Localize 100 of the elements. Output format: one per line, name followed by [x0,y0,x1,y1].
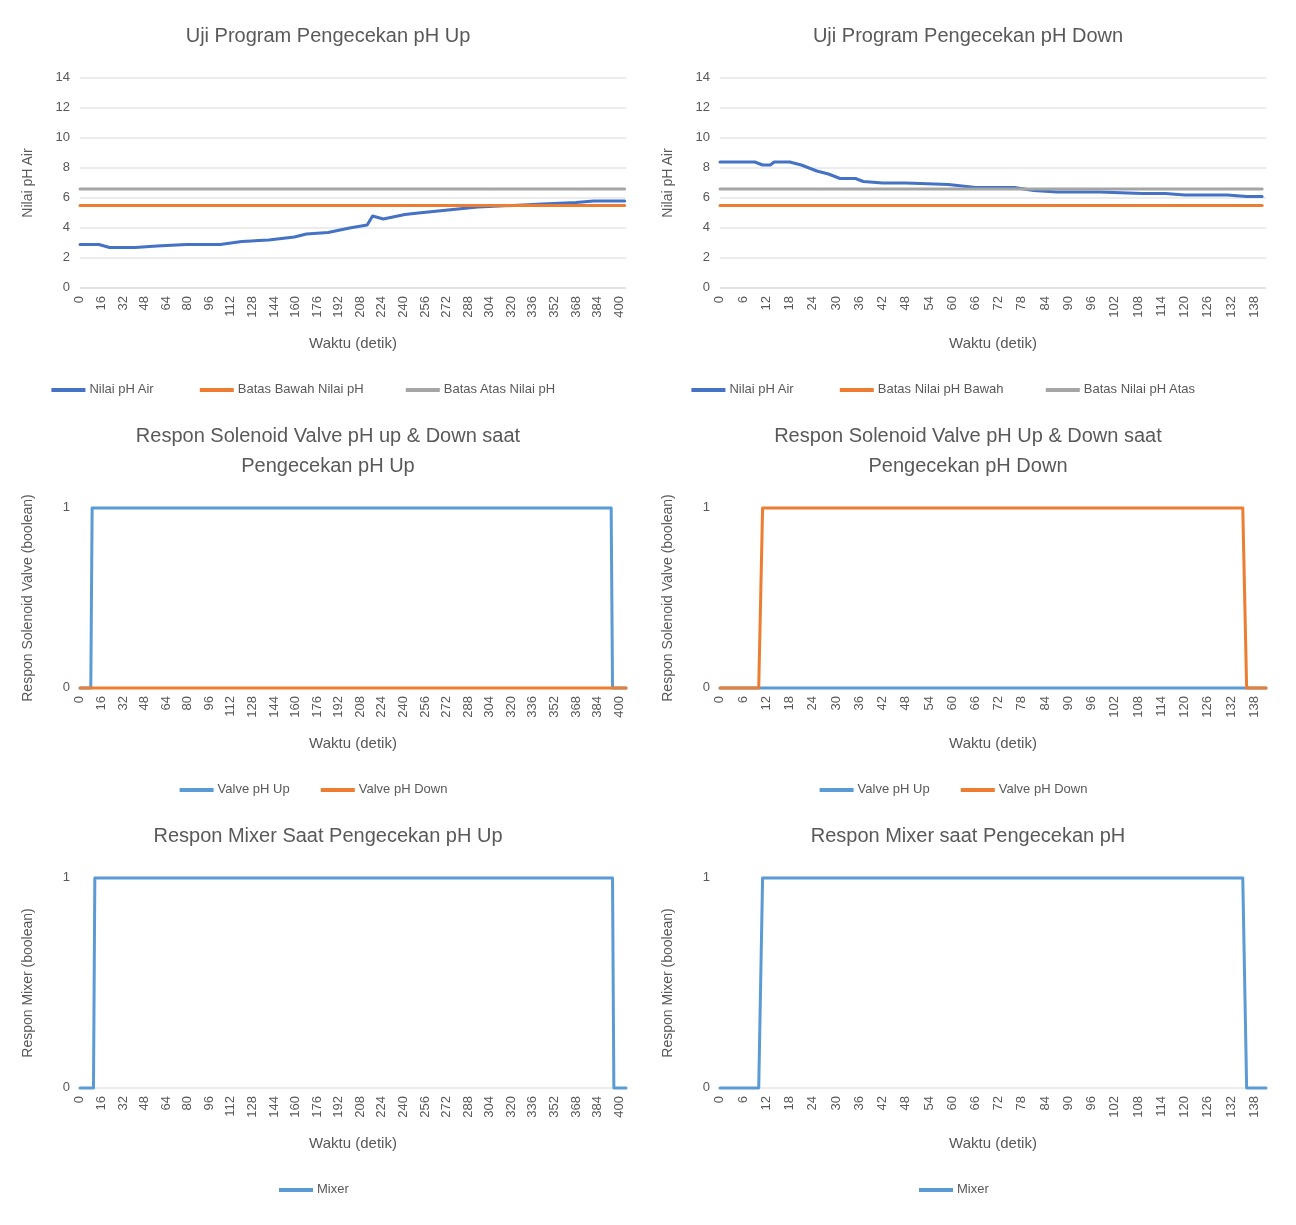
x-tick-label: 368 [567,1096,583,1118]
x-tick-label: 132 [1222,696,1238,718]
x-tick-label: 42 [874,296,890,311]
line-series [718,160,1264,198]
x-tick-label: 400 [610,296,626,318]
x-tick-label: 126 [1199,1096,1215,1118]
x-tick-label: 138 [1245,1096,1261,1118]
x-tick-label: 78 [1013,296,1029,311]
x-tick-label: 84 [1036,1096,1052,1111]
x-tick-label: 368 [567,296,583,318]
x-tick-label: 256 [416,1096,432,1118]
x-tick-label: 108 [1129,296,1145,318]
y-axis-title: Respon Solenoid Valve (boolean) [19,494,35,702]
x-tick-label: 144 [265,296,281,318]
x-tick-label: 102 [1106,1096,1122,1118]
x-tick-label: 208 [351,296,367,318]
x-tick-label: 224 [373,296,389,318]
legend-label: Mixer [957,1181,990,1197]
chart-title: Respon Mixer saat Pengecekan pH [810,824,1126,846]
x-tick-label: 96 [1083,1096,1099,1111]
x-tick-label: 160 [287,296,303,318]
x-tick-label: 16 [93,696,109,711]
x-tick-label: 6 [734,296,750,304]
x-tick-label: 32 [114,296,130,311]
x-tick-label: 0 [711,696,727,704]
x-tick-label: 114 [1152,296,1168,317]
x-tick-label: 132 [1222,296,1238,318]
chart-title: Uji Program Pengecekan pH Down [812,24,1124,46]
x-tick-label: 64 [157,1096,173,1111]
x-tick-label: 320 [502,696,518,718]
x-tick-label: 400 [610,696,626,718]
x-tick-label: 352 [545,296,561,318]
x-tick-label: 224 [373,1096,389,1118]
x-tick-label: 368 [567,696,583,718]
x-tick-label: 96 [1083,696,1099,711]
x-tick-label: 18 [781,696,797,711]
x-tick-label: 384 [589,696,605,718]
x-tick-label: 160 [287,1096,303,1118]
y-tick-label: 1 [62,869,70,885]
x-tick-label: 384 [589,296,605,318]
x-tick-label: 128 [244,296,259,318]
x-tick-label: 0 [711,296,727,304]
y-tick-label: 12 [695,99,710,115]
x-tick-label: 80 [179,696,195,711]
x-tick-label: 320 [502,1096,518,1118]
y-tick-label: 6 [62,189,70,205]
x-tick-label: 96 [200,1096,216,1111]
x-tick-label: 66 [967,696,983,711]
x-tick-label: 114 [1152,696,1168,717]
x-tick-label: 120 [1176,696,1192,718]
x-tick-label: 304 [481,696,497,718]
x-tick-label: 48 [136,1096,152,1111]
x-tick-label: 16 [93,1096,109,1111]
x-tick-label: 0 [71,1096,87,1104]
legend-label: Batas Nilai pH Atas [1083,381,1196,397]
x-tick-label: 240 [394,696,410,718]
x-tick-label: 138 [1245,696,1261,718]
x-tick-label: 90 [1059,296,1075,311]
x-tick-label: 18 [781,1096,797,1111]
x-tick-label: 240 [394,1096,410,1118]
chart-title: Uji Program Pengecekan pH Up [185,24,471,46]
x-tick-label: 138 [1245,296,1261,318]
x-tick-label: 102 [1106,296,1122,318]
x-tick-label: 90 [1059,1096,1075,1111]
x-tick-label: 304 [481,296,497,318]
x-tick-label: 144 [265,696,281,718]
x-tick-label: 54 [920,296,936,311]
x-tick-label: 240 [394,296,410,318]
x-tick-label: 60 [943,1096,959,1111]
x-tick-label: 112 [222,1096,238,1117]
y-tick-label: 2 [702,249,710,265]
y-tick-label: 8 [62,159,70,175]
y-tick-label: 14 [695,69,710,85]
y-tick-label: 10 [695,129,710,145]
x-tick-label: 272 [438,296,454,318]
x-tick-label: 126 [1199,696,1215,718]
x-tick-label: 352 [545,696,561,718]
x-tick-label: 72 [990,296,1006,311]
x-tick-label: 36 [850,1096,866,1111]
x-tick-label: 144 [265,1096,281,1118]
x-tick-label: 0 [71,296,87,304]
x-tick-label: 102 [1106,696,1122,718]
x-tick-label: 66 [967,1096,983,1111]
x-tick-label: 160 [287,696,303,718]
x-tick-label: 48 [136,296,152,311]
y-axis-title: Nilai pH Air [659,148,675,218]
x-tick-label: 112 [222,696,238,717]
x-tick-label: 0 [71,696,87,704]
x-tick-label: 192 [330,696,346,718]
x-tick-label: 384 [589,1096,605,1118]
x-tick-label: 32 [114,696,130,711]
x-tick-label: 96 [200,296,216,311]
x-tick-label: 304 [481,1096,497,1118]
legend-label: Nilai pH Air [729,381,795,397]
x-tick-label: 288 [459,696,475,718]
x-tick-label: 400 [610,1096,626,1118]
legend-label: Valve pH Down [358,781,448,797]
x-tick-label: 42 [874,1096,890,1111]
y-tick-label: 14 [55,69,70,85]
y-tick-label: 1 [62,499,70,515]
